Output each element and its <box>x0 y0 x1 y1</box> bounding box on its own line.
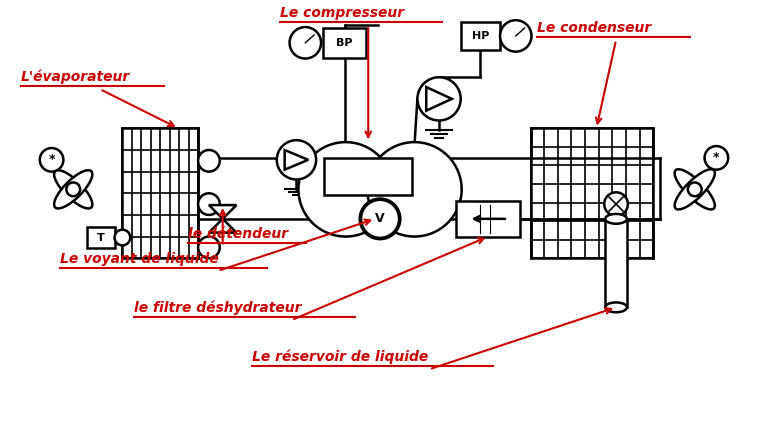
Circle shape <box>67 182 80 196</box>
Polygon shape <box>285 150 308 170</box>
Ellipse shape <box>54 170 93 208</box>
Text: le filtre déshydrateur: le filtre déshydrateur <box>134 301 301 315</box>
Ellipse shape <box>198 193 220 215</box>
Ellipse shape <box>198 237 220 258</box>
Bar <box>87 227 115 249</box>
Text: Le réservoir de liquide: Le réservoir de liquide <box>252 350 428 364</box>
Text: Le compresseur: Le compresseur <box>280 6 404 20</box>
Text: V: V <box>375 212 385 225</box>
Text: *: * <box>48 153 55 167</box>
Circle shape <box>705 146 728 170</box>
Circle shape <box>360 199 399 238</box>
Circle shape <box>40 148 63 172</box>
Text: HP: HP <box>472 31 489 41</box>
Ellipse shape <box>605 214 627 224</box>
Ellipse shape <box>675 169 715 209</box>
Circle shape <box>367 142 461 237</box>
Text: L'évaporateur: L'évaporateur <box>21 70 130 84</box>
Circle shape <box>688 182 702 196</box>
Circle shape <box>277 140 316 180</box>
Bar <box>456 201 520 237</box>
Polygon shape <box>209 219 236 233</box>
Bar <box>324 158 412 195</box>
Bar <box>323 28 366 58</box>
Circle shape <box>604 192 628 216</box>
Bar <box>530 128 653 258</box>
Text: Le voyant de liquide: Le voyant de liquide <box>60 252 220 266</box>
Ellipse shape <box>198 150 220 172</box>
Circle shape <box>290 27 321 58</box>
Circle shape <box>298 142 392 237</box>
Bar <box>461 22 500 50</box>
Text: le détendeur: le détendeur <box>188 228 288 242</box>
Polygon shape <box>209 205 236 219</box>
Text: Le condenseur: Le condenseur <box>537 21 652 35</box>
Circle shape <box>418 77 461 120</box>
Ellipse shape <box>54 170 93 208</box>
Bar <box>605 219 627 307</box>
Bar <box>122 128 198 258</box>
Text: BP: BP <box>337 38 353 48</box>
Circle shape <box>500 20 532 51</box>
Text: *: * <box>713 151 720 164</box>
Ellipse shape <box>675 169 715 209</box>
Text: T: T <box>97 232 105 242</box>
Circle shape <box>115 230 130 245</box>
Ellipse shape <box>605 303 627 312</box>
Polygon shape <box>426 87 452 111</box>
